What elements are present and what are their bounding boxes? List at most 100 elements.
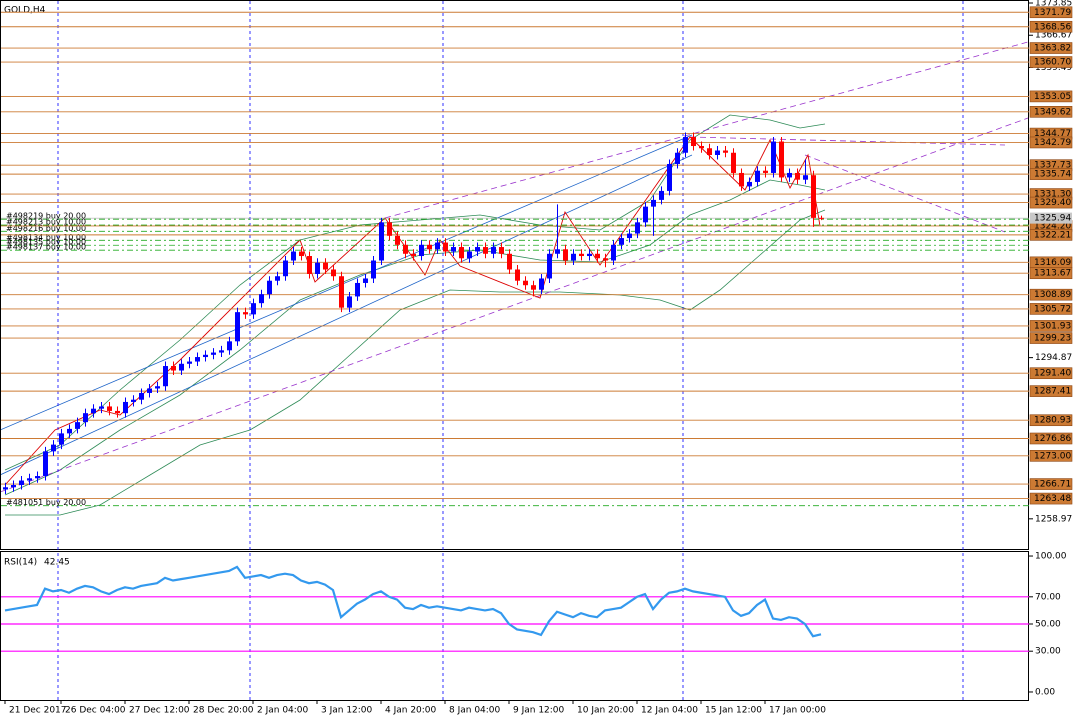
candle-body xyxy=(339,276,344,308)
level-box xyxy=(1029,478,1073,490)
candle-body xyxy=(587,253,592,257)
level-label: 1305.72 xyxy=(1034,304,1071,314)
rsi-name: RSI(14) xyxy=(4,558,37,568)
candle-body xyxy=(323,262,328,270)
y-tick-label: 1359.49 xyxy=(1035,63,1072,73)
candle-body xyxy=(123,401,128,414)
candle-body xyxy=(619,238,624,245)
candle-body xyxy=(115,410,120,414)
x-tick-label: 4 Jan 20:00 xyxy=(385,706,437,716)
level-box xyxy=(1029,450,1073,462)
level-box xyxy=(1029,432,1073,445)
current-price-label: 1325.94 xyxy=(1034,214,1071,224)
candle-body xyxy=(155,386,160,389)
x-tick-label: 3 Jan 12:00 xyxy=(321,706,373,716)
candle-body xyxy=(443,242,448,252)
level-box xyxy=(1029,332,1073,344)
candle-body xyxy=(227,341,232,351)
candle-body xyxy=(331,269,336,277)
candle-body xyxy=(243,312,248,315)
level-label: 1287.41 xyxy=(1034,387,1071,397)
candle-body xyxy=(171,366,176,371)
trend-line xyxy=(0,117,1029,493)
candle-body xyxy=(523,280,528,286)
order-label: #498137 buy 10.00 xyxy=(6,243,86,252)
candle-body xyxy=(75,422,80,429)
y-tick-label: 50.00 xyxy=(1035,620,1061,630)
x-tick-label: 17 Jan 00:00 xyxy=(769,706,826,716)
candle-body xyxy=(411,253,416,257)
candle-body xyxy=(107,406,112,411)
candle-body xyxy=(539,278,544,290)
candle-body xyxy=(27,478,32,481)
candle-body xyxy=(147,388,152,393)
candle-body xyxy=(427,244,432,250)
candle-body xyxy=(675,152,680,164)
y-tick-label: 1366.67 xyxy=(1035,31,1072,41)
level-label: 1342.79 xyxy=(1034,138,1071,148)
level-label: 1344.77 xyxy=(1034,129,1071,139)
trend-line xyxy=(384,41,1029,219)
level-label: 1368.56 xyxy=(1034,22,1071,32)
candle-body xyxy=(667,163,672,191)
candle-body xyxy=(459,247,464,259)
level-label: 1360.70 xyxy=(1034,58,1071,68)
candle-body xyxy=(163,366,168,387)
level-label: 1280.93 xyxy=(1034,416,1071,426)
candle-body xyxy=(187,361,192,364)
candle-body xyxy=(603,258,608,261)
frame xyxy=(0,0,1029,701)
candle-body xyxy=(723,150,728,153)
candle-body xyxy=(251,303,256,315)
order-label: #498213 buy 10.00 xyxy=(6,218,86,227)
candle-body xyxy=(67,428,72,434)
candle-body xyxy=(763,170,768,173)
level-box xyxy=(1029,20,1073,33)
y-tick-label: 30.00 xyxy=(1035,647,1061,657)
candle-body xyxy=(131,399,136,402)
candle-body xyxy=(59,433,64,445)
candle-body xyxy=(403,244,408,254)
candle-body xyxy=(555,249,560,254)
level-label: 1263.48 xyxy=(1034,494,1071,504)
y-tick-label: 0.00 xyxy=(1035,687,1055,697)
level-box xyxy=(1029,288,1073,301)
channel-line xyxy=(0,134,693,431)
candle-body xyxy=(707,148,712,155)
current-price-box xyxy=(1030,212,1072,224)
level-label: 1266.71 xyxy=(1034,480,1071,490)
level-box xyxy=(1029,492,1073,505)
candle-body xyxy=(363,278,368,283)
candle-body xyxy=(491,247,496,254)
level-label: 1363.82 xyxy=(1034,44,1071,54)
level-box xyxy=(1029,168,1073,180)
candle-body xyxy=(683,137,688,153)
candle-body xyxy=(211,352,216,355)
candle-body xyxy=(563,249,568,261)
x-tick-label: 2 Jan 04:00 xyxy=(257,706,309,716)
level-box xyxy=(1029,56,1073,68)
level-label: 1301.93 xyxy=(1034,321,1071,331)
candle-body xyxy=(355,282,360,297)
candle-body xyxy=(219,350,224,353)
level-box xyxy=(1029,303,1073,315)
x-tick-label: 26 Dec 04:00 xyxy=(65,706,126,716)
x-tick-label: 15 Jan 12:00 xyxy=(705,706,762,716)
level-box xyxy=(1029,385,1073,397)
candle-body xyxy=(203,354,208,358)
candle-body xyxy=(259,294,264,304)
order-label: #498219 buy 20.00 xyxy=(6,212,86,221)
level-label: 1322.21 xyxy=(1034,230,1071,240)
level-label: 1276.86 xyxy=(1034,434,1071,444)
zigzag xyxy=(4,136,821,486)
level-label: 1353.05 xyxy=(1034,92,1071,102)
chart-title: GOLD,H4 xyxy=(4,6,46,16)
candle-body xyxy=(731,152,736,173)
candle-body xyxy=(435,242,440,250)
y-tick-label: 1294.87 xyxy=(1035,353,1072,363)
candle-body xyxy=(3,487,8,490)
level-label: 1324.20 xyxy=(1034,221,1071,231)
level-box xyxy=(1029,367,1073,380)
candle-body xyxy=(379,222,384,261)
